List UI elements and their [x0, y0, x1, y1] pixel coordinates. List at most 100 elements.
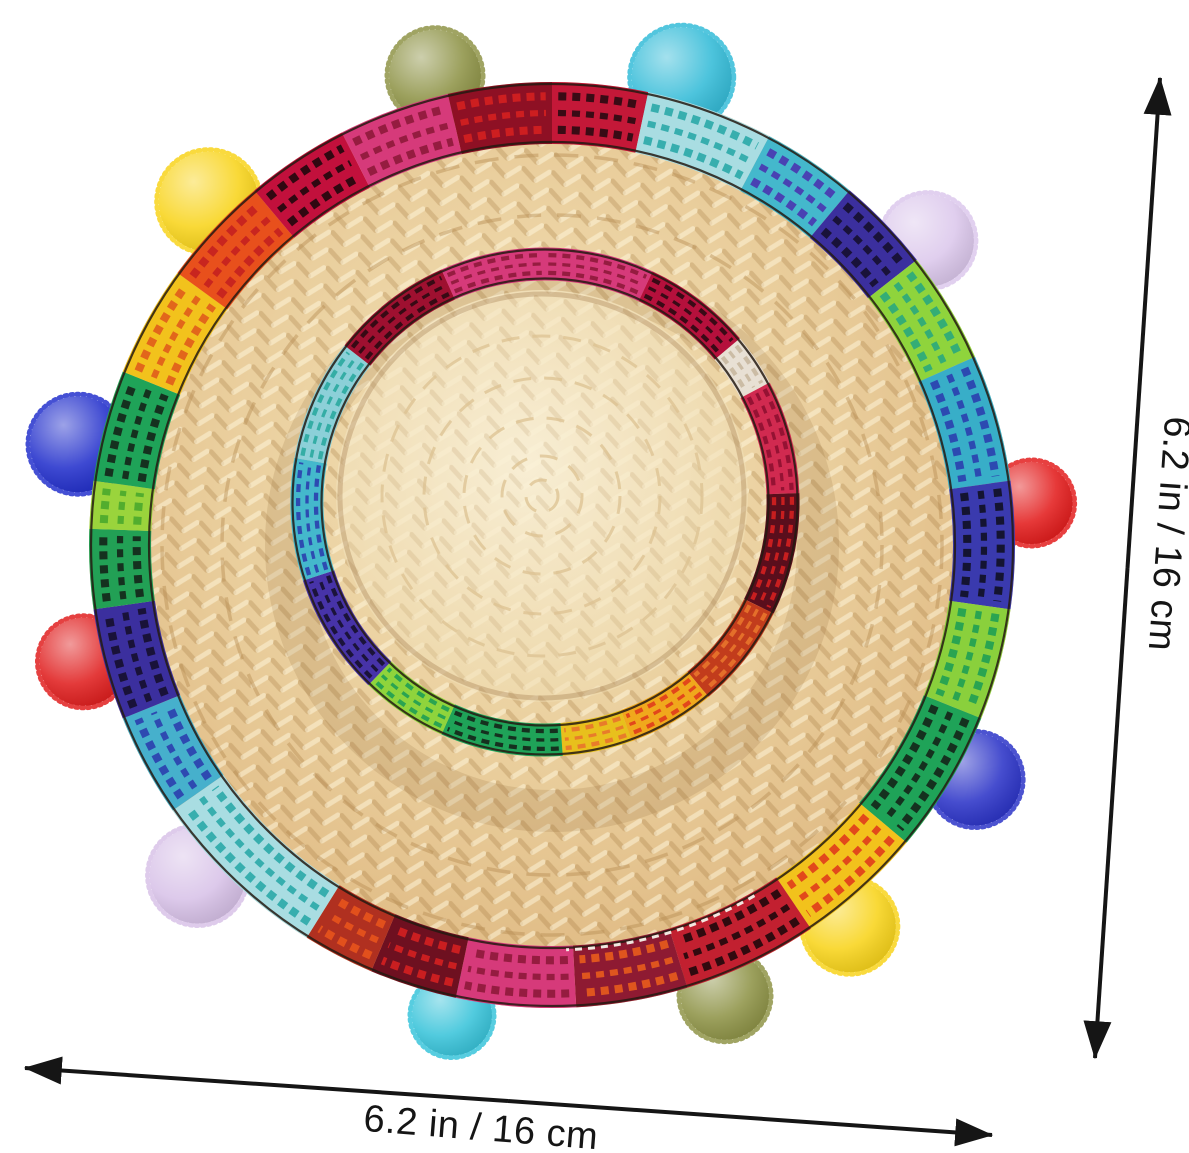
crown-spiral [524, 478, 560, 514]
inner-trim-segment-stripe [643, 293, 721, 354]
outer-trim-segment [306, 884, 396, 972]
outer-trim-segment-base [949, 480, 1015, 610]
inner-trim-segment-stripe [564, 725, 624, 741]
inner-trim-segment [290, 457, 335, 581]
outer-trim-segment-stripe [104, 613, 138, 709]
inner-trim-segment-stripe [699, 608, 759, 684]
crown-spiral [500, 454, 584, 538]
outer-trim-segment-stripe [650, 103, 759, 150]
outer-trim-segment-stripe [116, 535, 127, 600]
inner-trim-segment-stripe [386, 667, 450, 712]
outer-trim-segment-stripe [134, 717, 185, 800]
outer-trim-segment [93, 371, 181, 490]
inner-trim-segment-stripe [704, 612, 768, 691]
outer-trim-segment-stripe [99, 535, 111, 602]
outer-trim-segment [858, 694, 982, 843]
outer-trim-segment-stripe [334, 896, 387, 929]
outer-trim-segment-stripe [99, 488, 111, 524]
outer-trim-segment-stripe [184, 805, 312, 926]
outer-trim-segment [172, 774, 340, 938]
outer-trim-segment-stripe [929, 379, 967, 483]
inner-trim-segment [544, 247, 653, 302]
inner-trim-segment-stripe [380, 674, 446, 720]
outer-trim-segment [809, 190, 917, 299]
inner-trim-segment-stripe [358, 284, 446, 354]
outer-trim-segment-stripe [946, 373, 982, 480]
outer-trim-segment-stripe [286, 174, 361, 227]
outer-trim-segment [867, 259, 976, 383]
outer-trim-segment-stripe [677, 889, 782, 945]
outer-trim-segment-stripe [387, 942, 457, 970]
outer-trim-segment-stripe [456, 92, 546, 111]
inner-trim-segment [620, 671, 709, 742]
outer-trim-segment-stripe [189, 202, 262, 279]
inner-trim-segment [302, 570, 392, 686]
inner-trim-segment [560, 709, 633, 756]
inner-trim-segment [714, 338, 770, 399]
sombrero-hat [25, 22, 1078, 1060]
outer-trim-segment [551, 81, 649, 153]
outer-trim-segment-stripe [960, 366, 1000, 477]
outer-trim-segment-stripe [380, 956, 454, 987]
inner-trim-segment-stripe [728, 350, 756, 389]
inner-trim-segment-stripe [766, 496, 795, 609]
outer-trim-segment-stripe [132, 536, 144, 598]
outer-trim-segment-base [923, 600, 1011, 719]
outer-trim-segment [341, 93, 463, 188]
outer-trim-segment-stripe [134, 283, 189, 373]
crown-spiral [462, 416, 622, 576]
crown-weave [336, 290, 748, 702]
crown-edge [337, 291, 747, 701]
outer-trim-segment-stripe [104, 381, 138, 477]
outer-trim-segment-stripe [687, 917, 800, 977]
outer-trim-segment-stripe [966, 613, 1000, 709]
outer-trim-segment-stripe [277, 160, 352, 213]
inner-trim-segment-stripe [446, 252, 542, 278]
outer-trim-segment-stripe [820, 227, 879, 288]
inner-trim-segment-stripe [647, 286, 727, 348]
outer-trim-segment [122, 694, 224, 811]
outer-trim-segment [89, 528, 155, 610]
height-arrow-line-down [1083, 567, 1130, 1060]
outer-trim-segment-stripe [359, 122, 450, 161]
outer-trim-segment [89, 480, 155, 532]
inner-trim-segment-stripe [318, 578, 379, 673]
outer-trim-segment-stripe [581, 972, 679, 997]
outer-trim-segment-stripe [460, 109, 547, 126]
outer-trim-segment-stripe [216, 227, 284, 299]
outer-trim-segment [739, 136, 850, 239]
inner-trim-stitch [291, 248, 799, 756]
outer-trim-segment-stripe [470, 948, 569, 965]
inner-trim-segment [294, 345, 371, 464]
inner-trim-segment-stripe [295, 462, 312, 576]
outer-trim-segment-stripe [786, 813, 870, 890]
outer-trim-segment [923, 600, 1011, 719]
outer-trim-segment-stripe [951, 610, 982, 703]
outer-trim-segment [254, 132, 371, 239]
inner-trim-segment [441, 247, 546, 300]
outer-trim-segment-stripe [993, 488, 1005, 602]
outer-trim-segment-stripe [758, 163, 827, 213]
outer-trim-segment-stripe [558, 92, 640, 109]
inner-trim-segment-stripe [300, 351, 351, 457]
brim-ridge [220, 213, 884, 877]
outer-trim-segment-stripe [150, 294, 202, 379]
inner-trim-segment-stripe [350, 275, 443, 349]
outer-trim-segment-stripe [366, 137, 454, 177]
outer-trim-segment-stripe [884, 711, 954, 820]
outer-trim-segment-stripe [842, 202, 905, 267]
crown-spiral [380, 334, 704, 658]
outer-trim-segment-stripe [352, 105, 446, 147]
outer-trim-stitch [147, 140, 957, 950]
inner-trim-segment [344, 269, 456, 366]
inner-trim-segment-stripe [450, 262, 542, 285]
outer-trim-segment-stripe [896, 717, 970, 832]
outer-trim-segment-stripe [122, 387, 153, 480]
outer-trim-segment-stripe [211, 785, 330, 898]
outer-trim-segment [634, 92, 770, 192]
outer-trim-segment-stripe [464, 981, 570, 998]
inner-trim-segment-stripe [628, 685, 697, 727]
outer-trim-segment-stripe [870, 704, 939, 811]
